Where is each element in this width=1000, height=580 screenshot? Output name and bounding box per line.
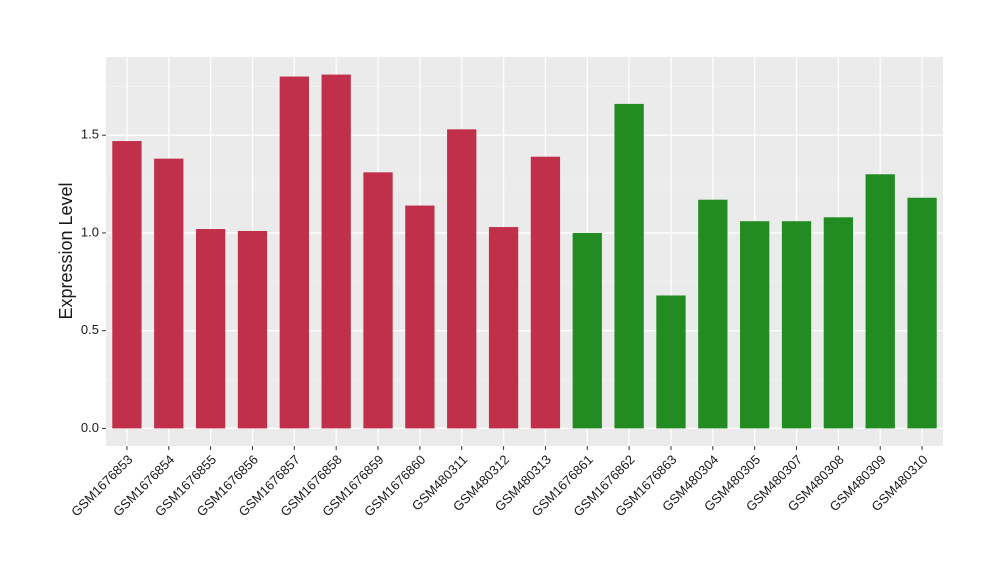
bar [405, 205, 435, 429]
bar [740, 221, 770, 429]
bar [698, 199, 728, 429]
plot-panel [106, 57, 943, 446]
bar [154, 158, 184, 429]
bar [321, 74, 351, 429]
bar [488, 227, 519, 429]
bar [447, 129, 477, 429]
bar [530, 156, 561, 429]
y-tick-label: 1.0 [81, 224, 99, 239]
bar [656, 295, 686, 429]
y-tick-label: 0.0 [81, 420, 99, 435]
bar [572, 232, 602, 429]
bar [907, 197, 937, 429]
bar [279, 76, 309, 429]
y-tick-label: 0.5 [81, 322, 99, 337]
y-axis-title: Expression Level [56, 182, 76, 319]
bar [865, 174, 895, 429]
bar [363, 172, 393, 429]
bar [823, 217, 854, 429]
bar [614, 103, 644, 429]
y-tick-label: 1.5 [81, 127, 99, 142]
bar [237, 230, 268, 429]
bar [781, 221, 812, 429]
bar [195, 229, 226, 429]
bar [112, 141, 142, 429]
